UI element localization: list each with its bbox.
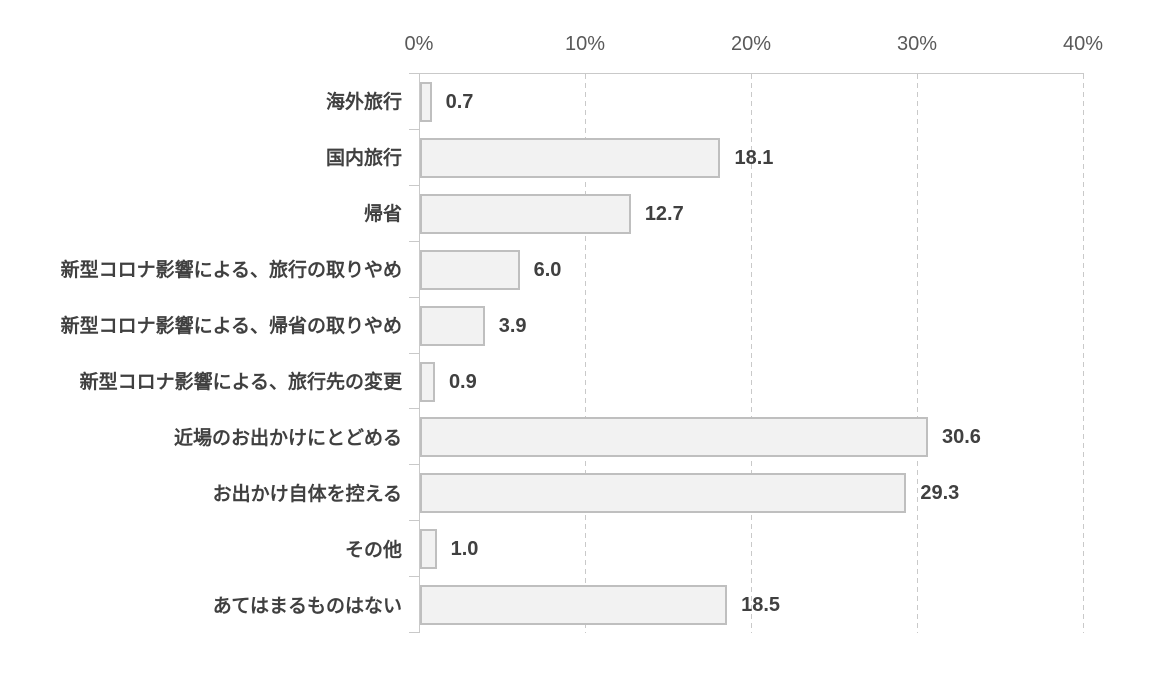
axis-tick [409, 129, 419, 130]
x-axis-tick-label: 30% [896, 33, 938, 55]
value-label: 0.7 [445, 91, 474, 113]
x-axis-tick-label: 20% [730, 33, 772, 55]
gridline [585, 74, 586, 633]
bar [420, 361, 435, 402]
bar [420, 417, 928, 458]
plot-area: 0.7 18.1 12.7 6.0 3.9 0.9 30.6 29.3 1.0 18.5 [409, 73, 1084, 633]
bar-row: 18.1 [420, 130, 1084, 186]
value-label: 3.9 [498, 314, 527, 337]
bar [420, 193, 631, 234]
x-axis-tick-label: 10% [564, 33, 606, 55]
value-label: 30.6 [941, 426, 981, 449]
axis-tick [409, 464, 419, 465]
axis-tick [409, 576, 419, 577]
axis-tick [409, 185, 419, 186]
category-label: 近場のお出かけにとどめる [173, 427, 402, 449]
category-label: 海外旅行 [325, 92, 402, 114]
value-label: 6.0 [533, 258, 562, 281]
category-label: 国内旅行 [325, 148, 402, 170]
value-label: 12.7 [644, 202, 684, 225]
bar [420, 585, 728, 626]
bar-row: 3.9 [420, 298, 1084, 354]
axis-tick [409, 297, 419, 298]
value-label: 18.1 [734, 146, 774, 169]
value-label: 1.0 [450, 538, 479, 561]
bar [420, 473, 907, 514]
gridline [917, 74, 918, 633]
category-label: 新型コロナ影響による、旅行の取りやめ [60, 260, 402, 282]
bar [420, 249, 520, 290]
category-label: その他 [344, 539, 402, 561]
value-label: 0.9 [448, 370, 477, 393]
axis-tick [409, 520, 419, 521]
bar-row: 6.0 [420, 242, 1084, 298]
x-axis-tick-label: 40% [1062, 33, 1104, 55]
axis-tick [409, 241, 419, 242]
bar [420, 82, 432, 122]
bar-row: 18.5 [420, 577, 1084, 633]
bar [420, 305, 485, 346]
axis-tick [409, 73, 419, 74]
category-label: お出かけ自体を控える [212, 483, 402, 505]
bar-row: 0.9 [420, 354, 1084, 410]
bar [420, 137, 721, 178]
category-label: 新型コロナ影響による、旅行先の変更 [79, 371, 402, 393]
category-label: あてはまるものはない [212, 595, 402, 617]
bar-row: 1.0 [420, 521, 1084, 577]
axis-tick [409, 632, 419, 633]
bar-row: 12.7 [420, 186, 1084, 242]
bar [420, 529, 437, 570]
bar-row: 30.6 [420, 409, 1084, 465]
value-label: 18.5 [741, 594, 781, 617]
gridline [751, 74, 752, 633]
category-label: 新型コロナ影響による、帰省の取りやめ [60, 316, 402, 338]
axis-tick [409, 353, 419, 354]
bar-row: 0.7 [420, 74, 1084, 130]
x-axis-tick-label: 0% [404, 33, 434, 55]
axis-tick [409, 408, 419, 409]
gridline [1083, 74, 1084, 633]
bar-row: 29.3 [420, 465, 1084, 521]
value-label: 29.3 [920, 482, 960, 505]
category-label: 帰省 [363, 204, 402, 226]
